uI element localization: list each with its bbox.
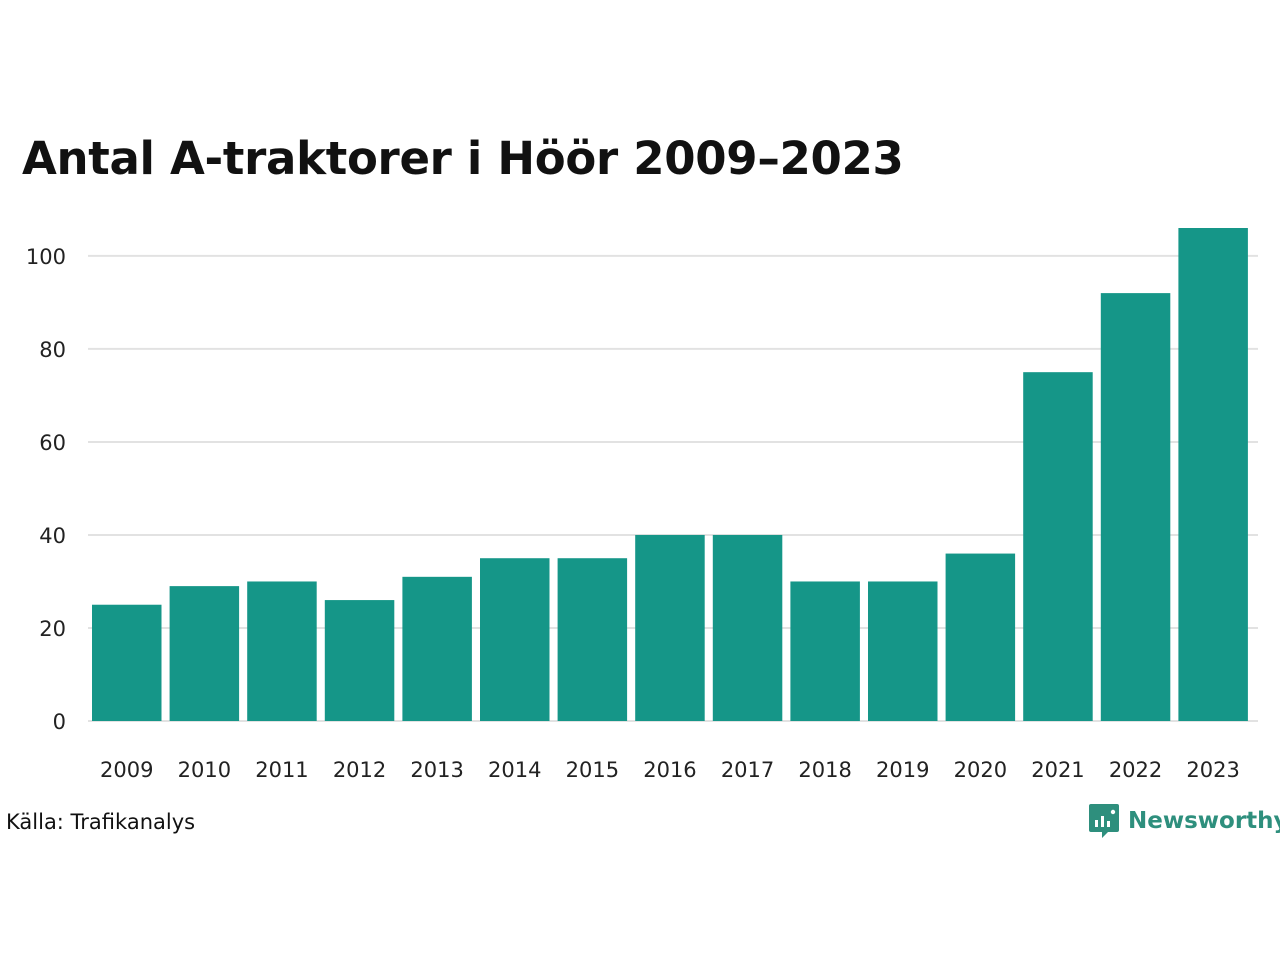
x-tick-label: 2022 [1109,758,1162,782]
source-note: Källa: Trafikanalys [6,810,196,834]
brand-name: Newsworthy [1128,808,1280,834]
bar-2009[interactable] [92,604,162,721]
x-tick-label: 2009 [100,758,153,782]
bar-2018[interactable] [790,581,860,721]
bar-2010[interactable] [169,586,240,721]
x-axis-ticks: 2009 2010 2011 2012 2013 2014 2015 2016 2017 2018… [100,758,1240,782]
brand[interactable]: Newsworthy [1088,803,1280,839]
bar-2013[interactable] [402,576,472,721]
bar-2022[interactable] [1100,293,1171,721]
newsworthy-logo-icon [1089,804,1119,838]
bars [92,228,1248,721]
bar-2021[interactable] [1023,372,1093,721]
x-tick-label: 2019 [876,758,929,782]
x-tick-label: 2012 [333,758,386,782]
bar-2014[interactable] [480,558,550,721]
x-tick-label: 2014 [488,758,541,782]
y-tick-label: 40 [39,524,66,548]
bar-2020[interactable] [945,553,1016,721]
y-tick-label: 80 [39,338,66,362]
bar-2023[interactable] [1178,228,1248,721]
x-tick-label: 2018 [798,758,851,782]
y-tick-label: 0 [53,710,66,734]
chart-title: Antal A-traktorer i Höör 2009–2023 [22,132,904,185]
x-tick-label: 2023 [1186,758,1239,782]
x-tick-label: 2016 [643,758,696,782]
bar-2011[interactable] [247,581,317,721]
x-tick-label: 2021 [1031,758,1084,782]
x-tick-label: 2011 [255,758,308,782]
bar-2017[interactable] [712,534,783,721]
x-tick-label: 2013 [410,758,463,782]
x-tick-label: 2010 [178,758,231,782]
bar-2012[interactable] [324,600,395,721]
x-tick-label: 2020 [954,758,1007,782]
y-tick-label: 100 [26,245,66,269]
x-tick-label: 2015 [566,758,619,782]
y-tick-label: 20 [39,617,66,641]
y-tick-label: 60 [39,431,66,455]
bar-2016[interactable] [635,534,705,721]
y-axis-ticks: 0 20 40 60 80 100 [26,245,66,734]
bar-2015[interactable] [557,558,628,721]
x-tick-label: 2017 [721,758,774,782]
bar-2019[interactable] [868,581,938,721]
